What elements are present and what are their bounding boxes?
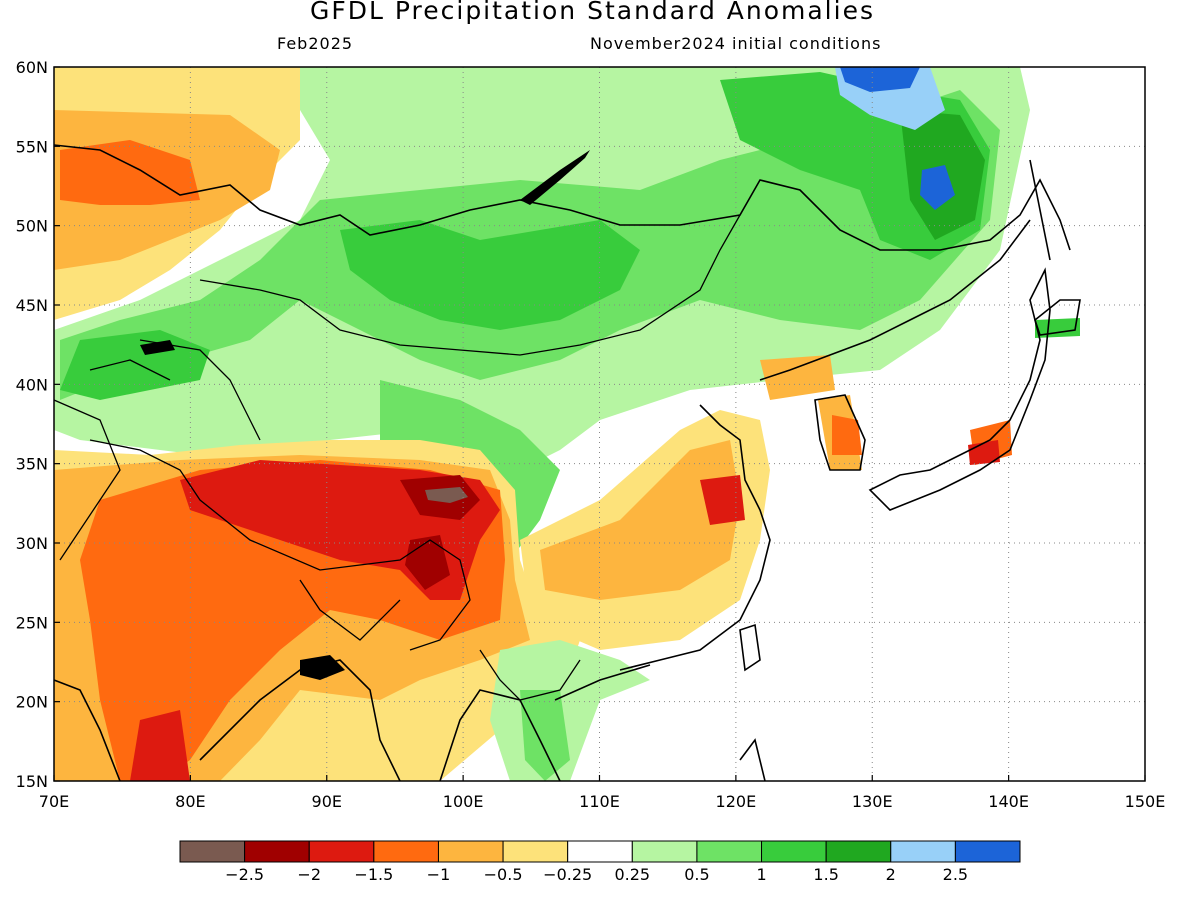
colorbar-tick-label: −0.5 bbox=[484, 865, 523, 884]
colorbar-tick-label: −1.5 bbox=[354, 865, 393, 884]
forecast-month: Feb2025 bbox=[277, 34, 354, 53]
colorbar-swatch bbox=[954, 840, 1021, 863]
lakes bbox=[140, 150, 590, 680]
wet-region-hokkaido bbox=[1035, 318, 1080, 338]
colorbar-tick-label: 0.25 bbox=[614, 865, 650, 884]
dry-region-jiangsu bbox=[700, 475, 745, 525]
longitude-label: 70E bbox=[39, 792, 69, 811]
wet-region-sakhalin-core bbox=[920, 165, 955, 210]
latitude-label: 45N bbox=[16, 296, 48, 315]
initial-conditions: November2024 initial conditions bbox=[590, 34, 882, 53]
latitude-label: 40N bbox=[16, 375, 48, 394]
dry-region-korea-core bbox=[832, 415, 862, 455]
latitude-label: 60N bbox=[16, 58, 48, 77]
longitude-label: 120E bbox=[716, 792, 757, 811]
dry-region-tibet-peak bbox=[425, 487, 468, 503]
coastlines bbox=[54, 144, 1081, 781]
colorbar-swatch bbox=[825, 840, 892, 863]
colorbar-tick-label: 2.5 bbox=[943, 865, 968, 884]
wet-region-se-asia-mid bbox=[520, 690, 570, 781]
longitude-label: 100E bbox=[443, 792, 484, 811]
borders bbox=[54, 214, 741, 701]
colorbar-swatch bbox=[890, 840, 956, 863]
colorbar-tick-label: −2 bbox=[297, 865, 321, 884]
longitude-label: 150E bbox=[1125, 792, 1166, 811]
dry-region-se-china-mid bbox=[540, 440, 740, 600]
latitude-label: 15N bbox=[16, 772, 48, 791]
dry-region-india-south bbox=[130, 710, 190, 781]
latitude-label: 30N bbox=[16, 534, 48, 553]
dry-region-west-siberia-core bbox=[60, 140, 200, 205]
latitude-label: 25N bbox=[16, 613, 48, 632]
anomaly-field bbox=[54, 67, 1145, 781]
colorbar-swatch bbox=[437, 840, 504, 863]
colorbar-swatch bbox=[761, 840, 827, 863]
latitude-label: 35N bbox=[16, 455, 48, 474]
longitude-label: 110E bbox=[579, 792, 620, 811]
colorbar-swatch bbox=[696, 840, 763, 863]
wet-region-okhotsk-core bbox=[840, 67, 920, 92]
colorbar-tick-label: 0.5 bbox=[684, 865, 709, 884]
longitude-label: 90E bbox=[312, 792, 342, 811]
colorbar-swatch bbox=[244, 840, 310, 863]
longitude-label: 130E bbox=[852, 792, 893, 811]
colorbar-tick-label: 2 bbox=[886, 865, 896, 884]
colorbar-labels: −2.5 −2 −1.5 −1 −0.5 −0.25 0.25 0.5 1 1.5 2 2.5 bbox=[225, 865, 968, 884]
colorbar-swatch bbox=[502, 840, 569, 863]
map-title: GFDL Precipitation Standard Anomalies bbox=[310, 0, 875, 25]
latitude-label: 55N bbox=[16, 137, 48, 156]
colorbar-tick-label: −0.25 bbox=[543, 865, 592, 884]
longitude-labels: 70E 80E 90E 100E 110E 120E 130E 140E 150E bbox=[39, 775, 1166, 811]
wet-region-mongolia bbox=[340, 220, 640, 330]
longitude-label: 80E bbox=[175, 792, 205, 811]
colorbar-swatch bbox=[567, 840, 633, 863]
latitude-labels: 60N 55N 50N 45N 40N 35N 30N 25N 20N 15N bbox=[16, 58, 60, 791]
colorbar-tick-label: −1 bbox=[427, 865, 451, 884]
longitude-label: 140E bbox=[988, 792, 1029, 811]
colorbar-swatch bbox=[631, 840, 698, 863]
colorbar-swatch bbox=[308, 840, 375, 863]
colorbar bbox=[179, 840, 1021, 863]
colorbar-tick-label: −2.5 bbox=[225, 865, 264, 884]
colorbar-swatch bbox=[373, 840, 439, 863]
latitude-label: 20N bbox=[16, 693, 48, 712]
latitude-label: 50N bbox=[16, 217, 48, 236]
colorbar-tick-label: 1 bbox=[756, 865, 766, 884]
colorbar-swatch bbox=[179, 840, 246, 863]
dry-region-shandong bbox=[760, 355, 835, 400]
graticule bbox=[54, 67, 1145, 781]
colorbar-tick-label: 1.5 bbox=[813, 865, 838, 884]
